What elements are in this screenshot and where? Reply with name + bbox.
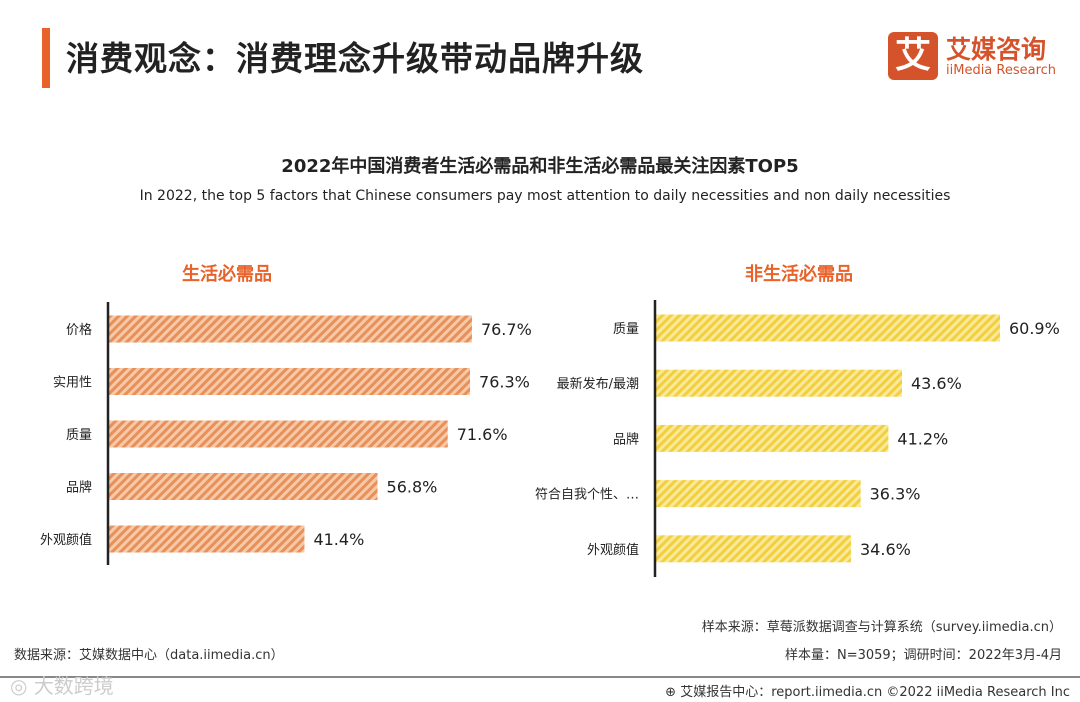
logo-mark: 艾	[888, 32, 938, 80]
chart-title: 2022年中国消费者生活必需品和非生活必需品最关注因素TOP5	[281, 156, 799, 177]
chart-subtitle: In 2022, the top 5 factors that Chinese …	[139, 188, 951, 204]
category-label: 外观颜值	[587, 542, 639, 558]
value-label: 36.3%	[870, 485, 921, 504]
category-label: 价格	[66, 322, 92, 338]
group-title-nondaily: 非生活必需品	[745, 264, 853, 285]
value-label: 41.2%	[897, 429, 948, 448]
watermark-text: 大数跨境	[33, 674, 114, 698]
sample-size: 样本量：N=3059；调研时间：2022年3月-4月	[784, 648, 1062, 663]
value-label: 60.9%	[1009, 319, 1060, 338]
bar	[655, 424, 889, 452]
category-label: 质量	[66, 428, 92, 443]
value-label: 43.6%	[911, 374, 962, 393]
sample-source: 样本来源：草莓派数据调查与计算系统（survey.iimedia.cn）	[701, 620, 1062, 635]
bar	[655, 535, 852, 563]
bar	[108, 525, 305, 553]
bar	[108, 315, 472, 343]
page-title: 消费观念：消费理念升级带动品牌升级	[66, 39, 644, 78]
category-label: 品牌	[613, 431, 639, 447]
report-text: 艾媒报告中心：report.iimedia.cn ©2022 iiMedia R…	[680, 685, 1070, 700]
category-label: 最新发布/最潮	[557, 376, 639, 392]
title-accent-bar	[42, 28, 50, 88]
category-label: 符合自我个性、…	[535, 487, 639, 503]
bar	[108, 368, 471, 395]
category-label: 品牌	[66, 480, 92, 496]
watermark: ◎ 大数跨境	[10, 670, 114, 699]
group-title-daily: 生活必需品	[182, 264, 272, 285]
footer-divider	[0, 676, 1080, 678]
category-label: 实用性	[53, 376, 92, 391]
value-label: 76.3%	[479, 373, 530, 392]
weibo-icon: ◎	[10, 674, 34, 698]
report-center: ⊕ 艾媒报告中心：report.iimedia.cn ©2022 iiMedia…	[665, 681, 1070, 700]
bar	[655, 480, 861, 508]
bar	[655, 314, 1000, 342]
globe-icon: ⊕	[665, 685, 681, 700]
logo-en: iiMedia Research	[946, 63, 1057, 78]
value-label: 56.8%	[387, 478, 438, 497]
bar	[108, 420, 448, 448]
logo-cn: 艾媒咨询	[946, 35, 1047, 64]
value-label: 76.7%	[481, 320, 532, 339]
value-label: 41.4%	[313, 530, 364, 549]
bar	[655, 369, 902, 397]
value-label: 34.6%	[860, 540, 911, 559]
category-label: 外观颜值	[40, 532, 92, 548]
data-source: 数据来源：艾媒数据中心（data.iimedia.cn）	[14, 648, 284, 663]
bar	[108, 473, 378, 500]
logo: 艾 艾媒咨询 iiMedia Research	[888, 32, 1058, 82]
value-label: 71.6%	[457, 425, 508, 444]
category-label: 质量	[613, 322, 639, 337]
